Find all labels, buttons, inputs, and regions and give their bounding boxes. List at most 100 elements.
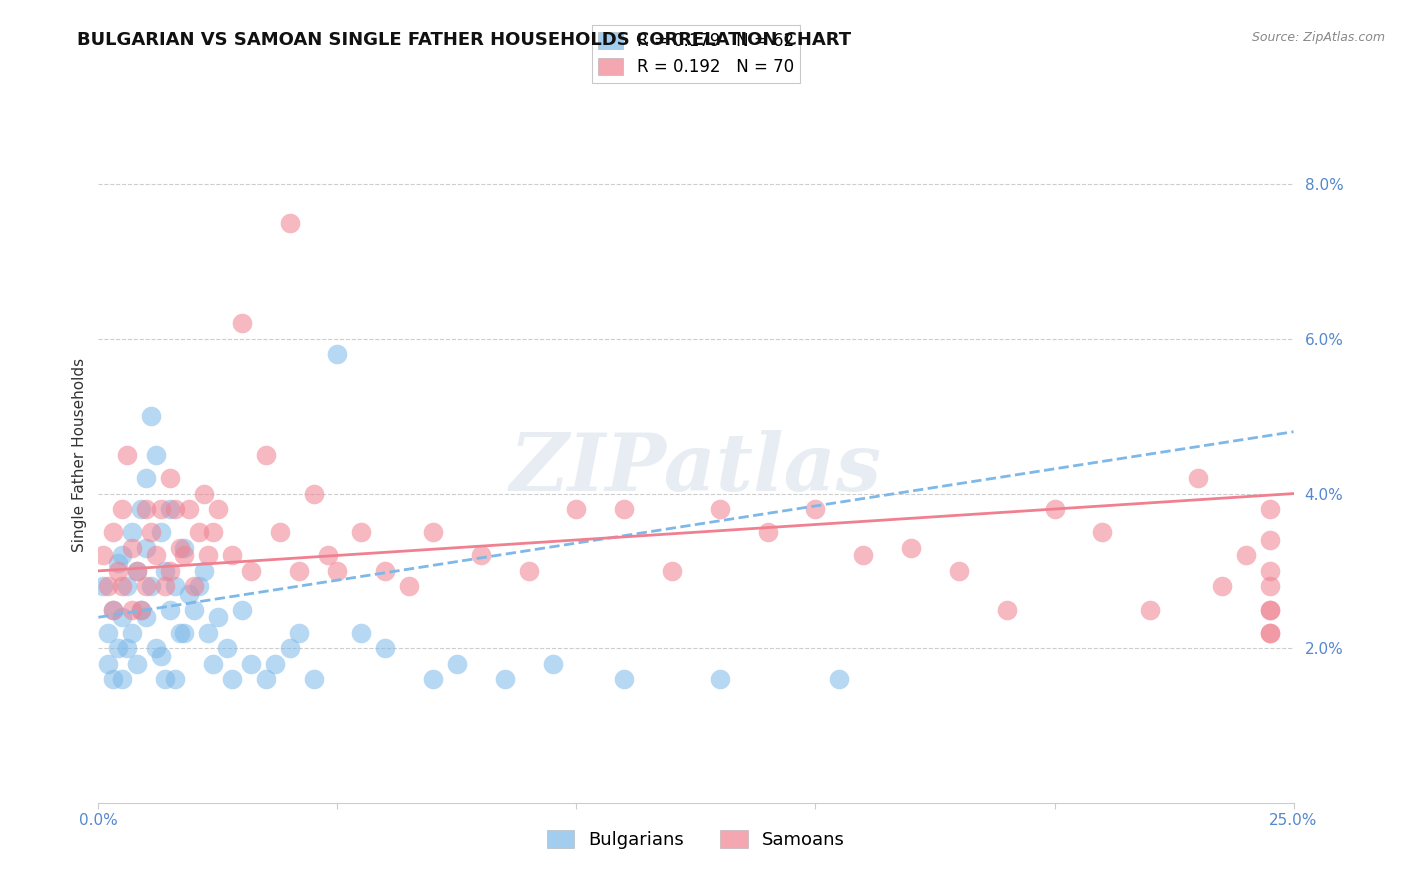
- Point: [179, 502, 201, 516]
- Point: [121, 541, 143, 555]
- Point: [254, 672, 277, 686]
- Point: [97, 625, 120, 640]
- Point: [202, 657, 225, 671]
- Point: [145, 549, 167, 563]
- Point: [1258, 602, 1281, 616]
- Point: [159, 602, 181, 616]
- Point: [1139, 602, 1161, 616]
- Point: [422, 525, 444, 540]
- Point: [221, 549, 243, 563]
- Point: [145, 641, 167, 656]
- Point: [115, 579, 138, 593]
- Point: [111, 549, 134, 563]
- Point: [374, 564, 396, 578]
- Point: [613, 672, 636, 686]
- Point: [97, 657, 120, 671]
- Point: [217, 641, 239, 656]
- Point: [613, 502, 636, 516]
- Point: [155, 672, 177, 686]
- Point: [231, 317, 253, 331]
- Point: [91, 579, 114, 593]
- Point: [149, 502, 172, 516]
- Point: [163, 502, 186, 516]
- Point: [101, 672, 124, 686]
- Point: [1091, 525, 1114, 540]
- Y-axis label: Single Father Households: Single Father Households: [72, 358, 87, 552]
- Point: [121, 602, 143, 616]
- Text: BULGARIAN VS SAMOAN SINGLE FATHER HOUSEHOLDS CORRELATION CHART: BULGARIAN VS SAMOAN SINGLE FATHER HOUSEH…: [77, 31, 852, 49]
- Point: [709, 502, 731, 516]
- Point: [135, 471, 157, 485]
- Point: [159, 564, 181, 578]
- Point: [163, 579, 186, 593]
- Point: [193, 564, 215, 578]
- Point: [756, 525, 779, 540]
- Point: [139, 525, 162, 540]
- Point: [97, 579, 120, 593]
- Point: [948, 564, 970, 578]
- Point: [1258, 625, 1281, 640]
- Point: [207, 610, 229, 624]
- Point: [517, 564, 540, 578]
- Point: [422, 672, 444, 686]
- Point: [269, 525, 291, 540]
- Point: [115, 641, 138, 656]
- Point: [183, 579, 205, 593]
- Point: [900, 541, 922, 555]
- Point: [470, 549, 492, 563]
- Point: [125, 657, 148, 671]
- Point: [107, 564, 129, 578]
- Text: Source: ZipAtlas.com: Source: ZipAtlas.com: [1251, 31, 1385, 45]
- Point: [197, 625, 219, 640]
- Point: [1258, 625, 1281, 640]
- Point: [135, 541, 157, 555]
- Point: [155, 564, 177, 578]
- Point: [661, 564, 683, 578]
- Point: [278, 216, 301, 230]
- Point: [350, 525, 373, 540]
- Point: [193, 486, 215, 500]
- Point: [169, 541, 191, 555]
- Point: [173, 541, 195, 555]
- Point: [202, 525, 225, 540]
- Point: [159, 502, 181, 516]
- Point: [187, 525, 209, 540]
- Point: [446, 657, 468, 671]
- Point: [1234, 549, 1257, 563]
- Point: [240, 564, 263, 578]
- Point: [101, 602, 124, 616]
- Point: [288, 564, 311, 578]
- Point: [121, 625, 143, 640]
- Point: [139, 579, 162, 593]
- Point: [995, 602, 1018, 616]
- Point: [207, 502, 229, 516]
- Point: [278, 641, 301, 656]
- Point: [121, 525, 143, 540]
- Point: [350, 625, 373, 640]
- Point: [139, 409, 162, 424]
- Point: [131, 602, 153, 616]
- Point: [131, 602, 153, 616]
- Point: [155, 579, 177, 593]
- Point: [231, 602, 253, 616]
- Point: [173, 625, 195, 640]
- Point: [149, 648, 172, 663]
- Point: [398, 579, 420, 593]
- Point: [1258, 602, 1281, 616]
- Point: [1187, 471, 1209, 485]
- Point: [302, 672, 325, 686]
- Point: [197, 549, 219, 563]
- Point: [221, 672, 243, 686]
- Point: [111, 610, 134, 624]
- Point: [187, 579, 209, 593]
- Point: [264, 657, 287, 671]
- Point: [565, 502, 588, 516]
- Point: [101, 602, 124, 616]
- Point: [240, 657, 263, 671]
- Point: [302, 486, 325, 500]
- Point: [101, 525, 124, 540]
- Point: [125, 564, 148, 578]
- Point: [183, 602, 205, 616]
- Point: [1043, 502, 1066, 516]
- Point: [125, 564, 148, 578]
